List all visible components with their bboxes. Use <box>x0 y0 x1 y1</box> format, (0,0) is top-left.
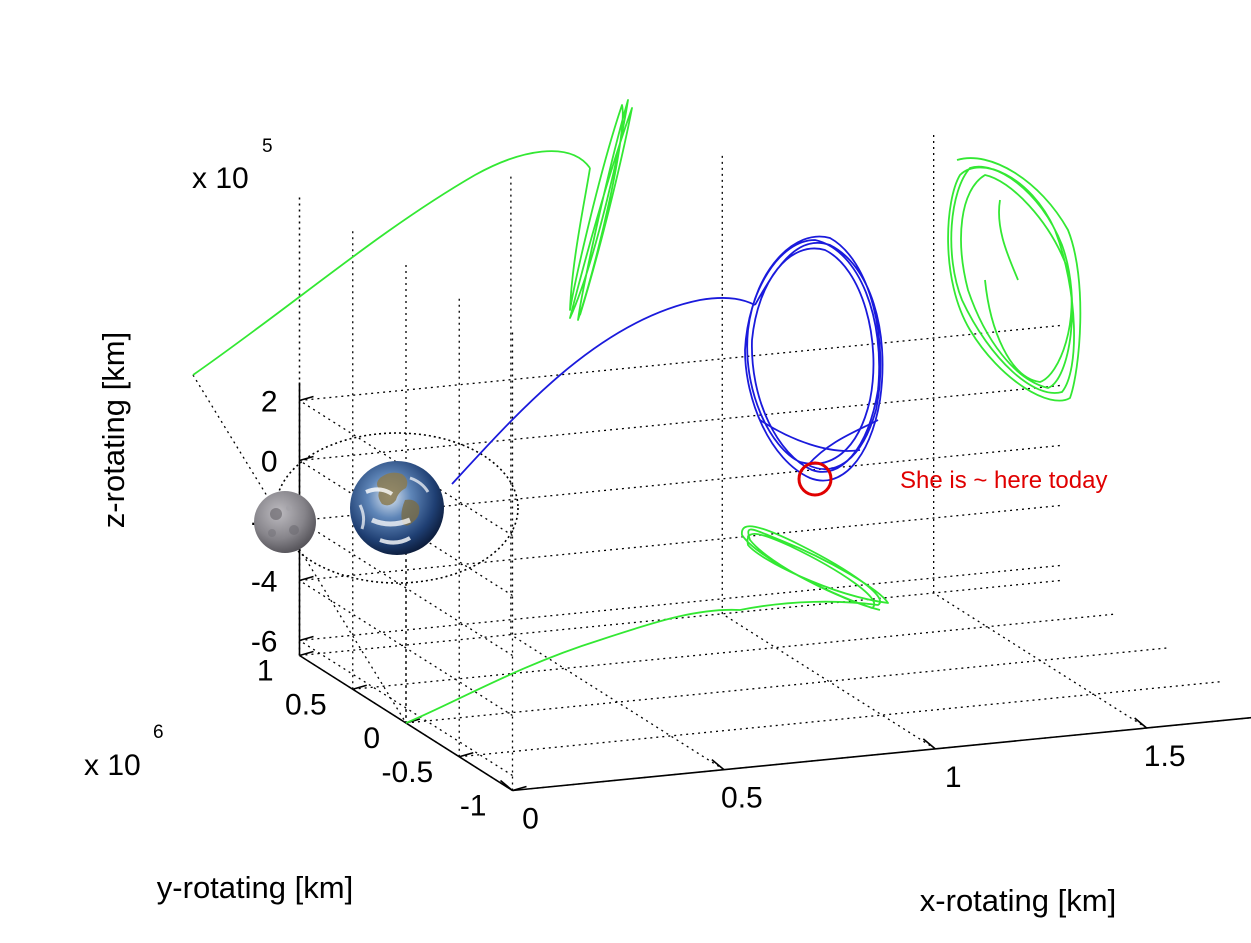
floor-gridline-y <box>405 647 1168 724</box>
z-tick-mark <box>299 455 314 462</box>
z-tick-label: 0 <box>261 446 278 479</box>
floor-gridline-x <box>510 634 725 771</box>
z-tick-label: 2 <box>261 386 278 419</box>
z-tick-mark <box>299 575 314 582</box>
y-multiplier: x 10 <box>84 749 141 782</box>
projection-xy <box>405 525 889 724</box>
annotation: She is ~ here today <box>797 461 1107 497</box>
x-tick-mark <box>922 738 936 750</box>
x-tick-label: 1.5 <box>1144 740 1186 773</box>
sidewall-gridline-z <box>299 579 513 717</box>
z-tick-label: -4 <box>251 566 278 599</box>
z-axis-label: z-rotating [km] <box>96 332 131 528</box>
projection-xz <box>192 99 633 376</box>
floor-gridline-y <box>352 613 1114 690</box>
sidewall-gridline-z <box>299 519 513 657</box>
grid-lines <box>192 134 1251 792</box>
x-tick-label: 1 <box>945 761 962 794</box>
x-tick-mark <box>1134 717 1148 729</box>
z-multiplier-exponent: 5 <box>262 136 273 157</box>
y-axis-label: y-rotating [km] <box>157 870 353 905</box>
x-tick-mark <box>711 759 725 771</box>
z-tick-mark <box>299 635 314 642</box>
x-tick-label: 0 <box>522 803 539 836</box>
backwall-gridline-z <box>299 504 1061 582</box>
y-tick-label: -1 <box>460 790 487 823</box>
earth-icon <box>350 461 444 555</box>
x-axis-line <box>512 716 1251 792</box>
floor-gridline-x <box>721 613 936 750</box>
y-multiplier-exponent: 6 <box>153 722 164 743</box>
floor-gridline-y <box>299 579 1061 657</box>
backwall-gridline-z <box>299 384 1061 462</box>
y-tick-mark <box>299 650 314 657</box>
annotation-text: She is ~ here today <box>900 467 1107 494</box>
projection-yz <box>947 157 1082 402</box>
y-tick-label: 1 <box>257 655 274 688</box>
y-tick-label: 0 <box>363 722 380 755</box>
z-multiplier: x 10 <box>192 162 249 195</box>
y-tick-mark <box>459 751 474 758</box>
x-tick-label: 0.5 <box>721 782 763 815</box>
y-tick-label: 0.5 <box>285 688 327 721</box>
current-position-marker <box>797 461 833 497</box>
z-tick-mark <box>299 395 314 402</box>
floor-gridline-y <box>459 681 1221 758</box>
floor-gridline-x <box>933 592 1148 729</box>
backwall-gridline-z <box>299 564 1061 642</box>
earth-moon-system <box>254 432 519 584</box>
trajectory-3d <box>451 235 884 485</box>
y-tick-label: -0.5 <box>382 756 434 789</box>
backwall-gridline-z <box>299 324 1061 402</box>
x-axis-label: x-rotating [km] <box>920 883 1116 918</box>
x-tick-mark <box>499 779 514 792</box>
axes <box>298 382 1251 792</box>
moon-icon <box>254 491 316 553</box>
y-tick-mark <box>512 785 527 792</box>
z-tick-label: -6 <box>251 626 278 659</box>
y-tick-mark <box>352 684 367 691</box>
sidewall-gridline-z <box>299 639 513 777</box>
